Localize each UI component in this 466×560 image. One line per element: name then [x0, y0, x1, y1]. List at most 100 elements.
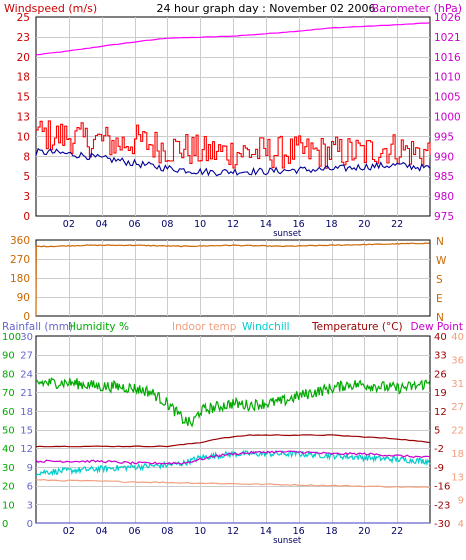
rain-tick-label-27: 27 — [20, 351, 33, 362]
rain-tick-label-3: 3 — [27, 500, 33, 511]
x-tick-label-04: 04 — [96, 219, 108, 230]
legend-indoor-temp: Indoor temp — [172, 321, 237, 333]
wind-tick-label-8: 8 — [23, 151, 30, 163]
humidity-series — [35, 376, 431, 428]
x-tick-label-08: 08 — [161, 526, 173, 537]
humidity-tick-label-100: 100 — [2, 332, 21, 343]
average-wind-series — [35, 147, 431, 177]
rain-tick-label-6: 6 — [27, 482, 33, 493]
humidity-tick-label-10: 10 — [2, 500, 15, 511]
temp-tick-label-5: 5 — [434, 426, 440, 437]
rain-tick-label-24: 24 — [20, 369, 33, 380]
wind-tick-label-13: 13 — [17, 112, 30, 124]
x-tick-label-04: 04 — [96, 526, 108, 537]
x-tick-label-22: 22 — [391, 526, 403, 537]
x-tick-label-18: 18 — [325, 219, 337, 230]
barometer-tick-label-1026: 1026 — [434, 12, 461, 24]
legend-windchill: Windchill — [242, 321, 290, 333]
x-tick-label-16: 16 — [293, 219, 305, 230]
wind-tick-label-10: 10 — [17, 131, 30, 143]
rain-tick-label-18: 18 — [20, 407, 33, 418]
indoor-tick-label-40: 40 — [451, 332, 464, 343]
wind-tick-label-3: 3 — [23, 191, 30, 203]
x-tick-label-18: 18 — [325, 526, 337, 537]
x-tick-label-06: 06 — [128, 219, 140, 230]
temp-tick-label-33: 33 — [434, 351, 447, 362]
direction-compass-label-2: S — [436, 274, 443, 286]
x-tick-label-10: 10 — [194, 219, 206, 230]
dew-point-series — [35, 450, 431, 465]
x-tick-label-14: 14 — [260, 526, 272, 537]
indoor-tick-label-13: 13 — [451, 472, 464, 483]
indoor-tick-label-36: 36 — [451, 355, 464, 366]
x-tick-label-20: 20 — [358, 526, 370, 537]
rain-tick-label-21: 21 — [20, 388, 33, 399]
indoor-tick-label-31: 31 — [451, 379, 464, 390]
indoor-tick-label-4: 4 — [458, 519, 464, 530]
barometer-tick-label-995: 995 — [434, 131, 454, 143]
x-tick-label-12: 12 — [227, 526, 239, 537]
barometer-tick-label-1005: 1005 — [434, 92, 461, 104]
barometer-series — [35, 22, 431, 56]
wind-tick-label-25: 25 — [17, 12, 30, 24]
temp-tick-label--16: -16 — [434, 482, 450, 493]
chart-title: 24 hour graph day : November 02 2006 — [156, 2, 375, 15]
wind-tick-label-20: 20 — [17, 52, 30, 64]
temp-tick-label--23: -23 — [434, 500, 450, 511]
rain-tick-label-30: 30 — [20, 332, 33, 343]
temp-tick-label-26: 26 — [434, 369, 447, 380]
x-tick-label-06: 06 — [128, 526, 140, 537]
sunset-label: sunset — [273, 536, 302, 546]
humidity-tick-label-90: 90 — [2, 351, 15, 362]
indoor-tick-label-18: 18 — [451, 449, 464, 460]
direction-compass-label-4: N — [436, 312, 444, 324]
rain-tick-label-12: 12 — [20, 444, 33, 455]
x-tick-label-08: 08 — [161, 219, 173, 230]
humidity-tick-label-80: 80 — [2, 369, 15, 380]
humidity-tick-label-20: 20 — [2, 482, 15, 493]
barometer-tick-label-1016: 1016 — [434, 52, 461, 64]
wind-gust-series — [36, 120, 431, 169]
humidity-tick-label-30: 30 — [2, 463, 15, 474]
direction-tick-label-180: 180 — [10, 273, 30, 285]
direction-tick-label-0: 0 — [23, 311, 30, 323]
wind-tick-label-5: 5 — [23, 171, 30, 183]
humidity-tick-label-0: 0 — [2, 519, 8, 530]
indoor-tick-label-22: 22 — [451, 426, 464, 437]
x-tick-label-10: 10 — [194, 526, 206, 537]
x-tick-label-16: 16 — [293, 526, 305, 537]
indoor-tick-label-27: 27 — [451, 402, 464, 413]
rain-tick-label-15: 15 — [20, 426, 33, 437]
wind-tick-label-18: 18 — [17, 72, 30, 84]
humidity-tick-label-40: 40 — [2, 444, 15, 455]
x-tick-label-14: 14 — [260, 219, 272, 230]
humidity-tick-label-50: 50 — [2, 426, 15, 437]
rain-tick-label-0: 0 — [27, 519, 33, 530]
barometer-tick-label-990: 990 — [434, 151, 454, 163]
barometer-tick-label-1021: 1021 — [434, 32, 461, 44]
wind-direction-series — [35, 242, 430, 317]
direction-compass-label-0: N — [436, 236, 444, 248]
temp-tick-label--30: -30 — [434, 519, 450, 530]
x-tick-label-12: 12 — [227, 219, 239, 230]
wind-tick-label-15: 15 — [17, 92, 30, 104]
wind-tick-label-23: 23 — [17, 32, 30, 44]
x-tick-label-02: 02 — [63, 526, 75, 537]
barometer-axis-label: Barometer (hPa) — [372, 2, 462, 15]
barometer-tick-label-985: 985 — [434, 171, 454, 183]
wind-tick-label-0: 0 — [23, 211, 30, 223]
barometer-tick-label-975: 975 — [434, 211, 454, 223]
indoor-tick-label-9: 9 — [458, 496, 464, 507]
barometer-tick-label-1000: 1000 — [434, 112, 461, 124]
humidity-tick-label-60: 60 — [2, 407, 15, 418]
sunset-label: sunset — [273, 229, 302, 239]
temp-tick-label--9: -9 — [434, 463, 444, 474]
direction-compass-label-1: W — [436, 255, 447, 267]
barometer-tick-label-1010: 1010 — [434, 72, 461, 84]
temp-tick-label--2: -2 — [434, 444, 444, 455]
temp-tick-label-19: 19 — [434, 388, 447, 399]
